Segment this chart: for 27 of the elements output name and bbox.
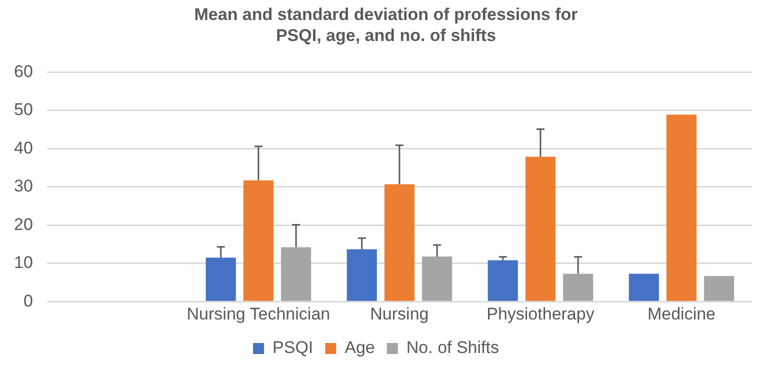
bar (525, 156, 556, 301)
y-tick-label: 0 (23, 291, 33, 310)
bar (281, 247, 312, 301)
bar (704, 276, 734, 301)
bar (666, 114, 697, 301)
y-tick-label: 60 (14, 62, 33, 81)
legend-label: Age (344, 338, 375, 358)
bar (346, 249, 377, 301)
chart-title: Mean and standard deviation of professions for PSQI, age, and no. of shifts (193, 4, 579, 47)
legend-label: No. of Shifts (406, 338, 499, 358)
bar (488, 260, 518, 301)
y-tick-label: 30 (14, 176, 33, 196)
bar (422, 256, 452, 301)
y-tick-label: 10 (14, 253, 33, 272)
x-tick-label: Physiotherapy (486, 304, 595, 324)
x-tick-label: Nursing Technician (186, 304, 330, 324)
bar (206, 258, 236, 301)
x-tick-label: Nursing (370, 304, 429, 324)
x-tick-label: Medicine (647, 304, 716, 324)
bar (243, 180, 274, 301)
y-tick-label: 50 (14, 100, 33, 120)
y-tick-label: 40 (14, 138, 33, 158)
bar (628, 274, 659, 301)
bar (384, 184, 414, 301)
y-tick-label: 20 (14, 214, 33, 234)
legend-label: PSQI (272, 338, 314, 358)
bar (563, 274, 594, 301)
